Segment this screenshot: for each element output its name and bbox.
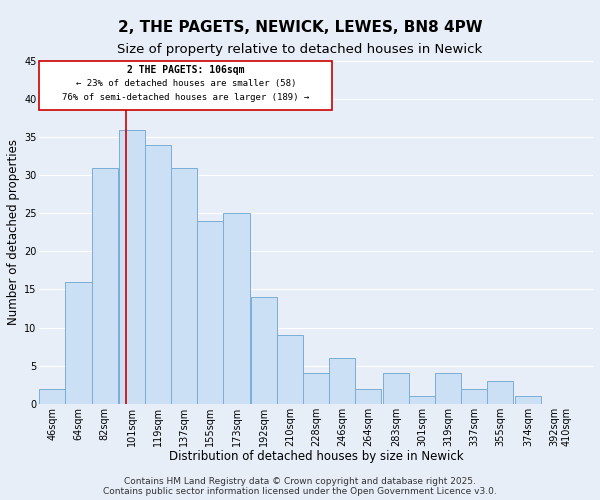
Y-axis label: Number of detached properties: Number of detached properties [7,140,20,326]
Bar [197,221,223,404]
Bar [329,358,355,404]
Bar [355,388,382,404]
Bar [487,381,514,404]
Bar [145,144,171,404]
Text: ← 23% of detached houses are smaller (58): ← 23% of detached houses are smaller (58… [76,80,296,88]
Bar [383,374,409,404]
Bar [119,130,145,404]
Bar [409,396,435,404]
Bar [277,335,303,404]
Bar [92,168,118,404]
Bar [223,214,250,404]
Bar [171,168,197,404]
Bar [461,388,487,404]
Text: Contains HM Land Registry data © Crown copyright and database right 2025.: Contains HM Land Registry data © Crown c… [124,477,476,486]
Bar [65,282,92,404]
Bar [435,374,461,404]
Text: 2, THE PAGETS, NEWICK, LEWES, BN8 4PW: 2, THE PAGETS, NEWICK, LEWES, BN8 4PW [118,20,482,35]
FancyBboxPatch shape [40,61,332,110]
Text: 76% of semi-detached houses are larger (189) →: 76% of semi-detached houses are larger (… [62,93,310,102]
X-axis label: Distribution of detached houses by size in Newick: Distribution of detached houses by size … [169,450,464,463]
Bar [40,388,65,404]
Bar [303,374,329,404]
Text: Size of property relative to detached houses in Newick: Size of property relative to detached ho… [118,42,482,56]
Bar [515,396,541,404]
Text: 2 THE PAGETS: 106sqm: 2 THE PAGETS: 106sqm [127,65,245,75]
Bar [251,297,277,404]
Text: Contains public sector information licensed under the Open Government Licence v3: Contains public sector information licen… [103,487,497,496]
